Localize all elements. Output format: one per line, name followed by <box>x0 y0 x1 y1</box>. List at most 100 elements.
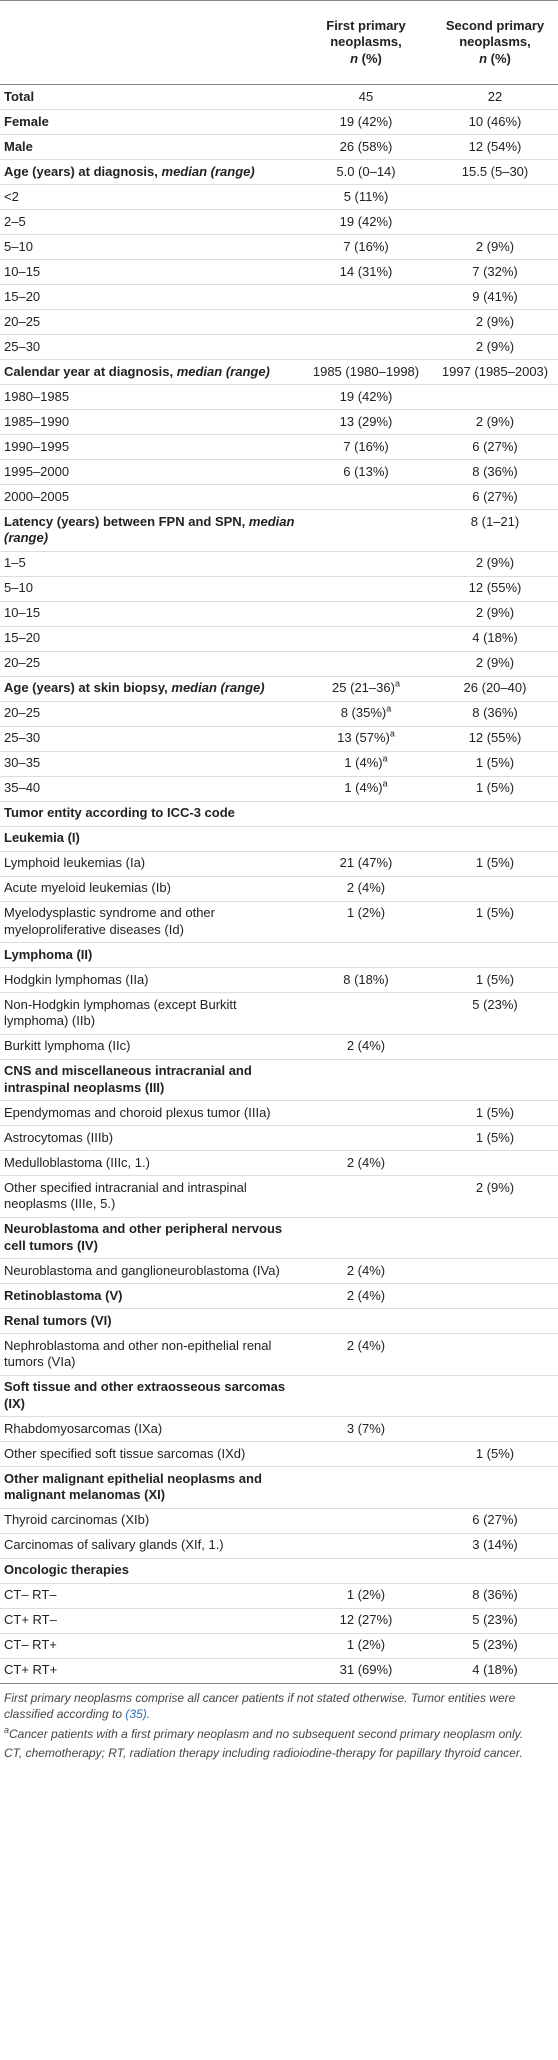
value-cell: 7 (16%) <box>300 234 432 260</box>
cell-value: 5 (23%) <box>472 1637 518 1653</box>
header-italic: n <box>479 50 488 66</box>
cell-value: 1997 (1985–2003) <box>441 363 549 379</box>
row-label-cell: Acute myeloid leukemias (Ib) <box>0 876 300 902</box>
table-row: 20–25 2 (9%) <box>0 651 558 677</box>
value-cell: 2 (4%) <box>300 1333 432 1376</box>
value-cell: 1 (2%) <box>300 1633 432 1659</box>
cell-value: 4 (18%) <box>472 630 518 646</box>
row-label: Carcinomas of salivary glands (XIf, 1.) <box>4 1537 224 1553</box>
value-cell: 1 (4%)a <box>300 776 432 802</box>
value-cell <box>300 1466 432 1509</box>
table-row: Lymphoma (II) <box>0 942 558 968</box>
table-row: 1–5 2 (9%) <box>0 551 558 577</box>
table-row: 15–20 4 (18%) <box>0 626 558 652</box>
footnote-marker: a <box>382 778 388 789</box>
row-label-cell: Thyroid carcinomas (XIb) <box>0 1508 300 1534</box>
row-label: Neuroblastoma and ganglioneuroblastoma (… <box>4 1262 280 1278</box>
row-label: Other specified intracranial and intrasp… <box>4 1179 247 1212</box>
header-cell: First primary neoplasms, n (%) <box>300 0 432 85</box>
table-row: Neuroblastoma and ganglioneuroblastoma (… <box>0 1258 558 1284</box>
row-label-cell: 1985–1990 <box>0 409 300 435</box>
row-label-cell: 10–15 <box>0 259 300 285</box>
row-label: 35–40 <box>4 780 41 796</box>
table-row: Rhabdomyosarcomas (IXa) 3 (7%) <box>0 1416 558 1442</box>
value-cell: 14 (31%) <box>300 259 432 285</box>
reference-link[interactable]: (35) <box>125 1707 147 1721</box>
row-label: 15–20 <box>4 288 41 304</box>
value-cell <box>432 1150 558 1176</box>
cell-value: 1 (4%) <box>344 780 383 796</box>
header-text: First primary neoplasms, <box>326 17 406 50</box>
value-cell <box>300 1059 432 1101</box>
value-cell: 5 (11%) <box>300 184 432 210</box>
row-label-cell: 25–30 <box>0 726 300 752</box>
cell-value: 7 (16%) <box>343 438 389 454</box>
row-label-cell: 15–20 <box>0 626 300 652</box>
cell-value: 2 (9%) <box>475 555 515 571</box>
row-label: 2000–2005 <box>4 488 70 504</box>
table-row: Latency (years) between FPN and SPN, med… <box>0 509 558 552</box>
row-label-cell: Burkitt lymphoma (IIc) <box>0 1034 300 1060</box>
value-cell: 2 (4%) <box>300 1283 432 1309</box>
value-cell: 1 (5%) <box>432 1441 558 1467</box>
header-cell <box>0 0 300 85</box>
row-label: Nephroblastoma and other non-epithelial … <box>4 1337 272 1370</box>
cell-value: 12 (55%) <box>468 580 522 596</box>
cell-value: 2 (9%) <box>475 238 515 254</box>
table-row: Other specified intracranial and intrasp… <box>0 1175 558 1218</box>
row-label-cell: Soft tissue and other extraosseous sarco… <box>0 1375 300 1417</box>
value-cell: 25 (21–36)a <box>300 676 432 702</box>
value-cell <box>432 1466 558 1509</box>
cell-value: 2 (4%) <box>346 1262 386 1278</box>
cell-value: 1 (5%) <box>475 1129 515 1145</box>
table-row: 2000–2005 6 (27%) <box>0 484 558 510</box>
value-cell <box>300 509 432 552</box>
table-row: Nephroblastoma and other non-epithelial … <box>0 1333 558 1376</box>
row-label: Age (years) at diagnosis, <box>4 163 158 179</box>
row-label-cell: Other malignant epithelial neoplasms and… <box>0 1466 300 1509</box>
table-row: Medulloblastoma (IIIc, 1.) 2 (4%) <box>0 1150 558 1176</box>
table-row: Male 26 (58%) 12 (54%) <box>0 134 558 160</box>
value-cell: 2 (9%) <box>432 601 558 627</box>
value-cell: 4 (18%) <box>432 1658 558 1684</box>
value-cell <box>300 484 432 510</box>
cell-value: 12 (55%) <box>468 730 522 746</box>
value-cell: 1997 (1985–2003) <box>432 359 558 385</box>
row-label: Burkitt lymphoma (IIc) <box>4 1038 131 1054</box>
row-label: Other malignant epithelial neoplasms and… <box>4 1470 262 1503</box>
value-cell <box>300 626 432 652</box>
table-row: CT+ RT– 12 (27%) 5 (23%) <box>0 1608 558 1634</box>
value-cell: 2 (4%) <box>300 1034 432 1060</box>
table-row: 15–20 9 (41%) <box>0 284 558 310</box>
table-row: Other malignant epithelial neoplasms and… <box>0 1466 558 1509</box>
value-cell: 13 (29%) <box>300 409 432 435</box>
data-table: First primary neoplasms, n (%) Second prim… <box>0 0 558 1684</box>
value-cell: 12 (55%) <box>432 576 558 602</box>
cell-value: 2 (4%) <box>346 1287 386 1303</box>
footnote-text: First primary neoplasms comprise all can… <box>4 1690 516 1722</box>
cell-value: 19 (42%) <box>339 213 393 229</box>
value-cell: 6 (27%) <box>432 434 558 460</box>
value-cell <box>300 1508 432 1534</box>
value-cell <box>300 1100 432 1126</box>
cell-value: 8 (35%) <box>340 705 387 721</box>
table-row: Hodgkin lymphomas (IIa) 8 (18%) 1 (5%) <box>0 967 558 993</box>
cell-value: 14 (31%) <box>339 263 393 279</box>
value-cell: 2 (9%) <box>432 551 558 577</box>
row-label: Non-Hodgkin lymphomas (except Burkitt ly… <box>4 996 237 1029</box>
cell-value: 9 (41%) <box>472 288 518 304</box>
cell-value: 1 (5%) <box>475 1445 515 1461</box>
row-label: 1995–2000 <box>4 463 70 479</box>
value-cell <box>432 1416 558 1442</box>
row-label: Thyroid carcinomas (XIb) <box>4 1512 150 1528</box>
row-label: Retinoblastoma (V) <box>4 1287 123 1303</box>
table-row: Soft tissue and other extraosseous sarco… <box>0 1375 558 1417</box>
value-cell: 5 (23%) <box>432 992 558 1035</box>
row-label: Lymphoid leukemias (Ia) <box>4 855 146 871</box>
cell-value: 1 (5%) <box>475 755 515 771</box>
row-label-italic: median (range) <box>176 363 270 379</box>
row-label-cell: CT+ RT– <box>0 1608 300 1634</box>
row-label-cell: Nephroblastoma and other non-epithelial … <box>0 1333 300 1376</box>
value-cell: 1 (5%) <box>432 751 558 777</box>
row-label: Oncologic therapies <box>4 1562 129 1578</box>
